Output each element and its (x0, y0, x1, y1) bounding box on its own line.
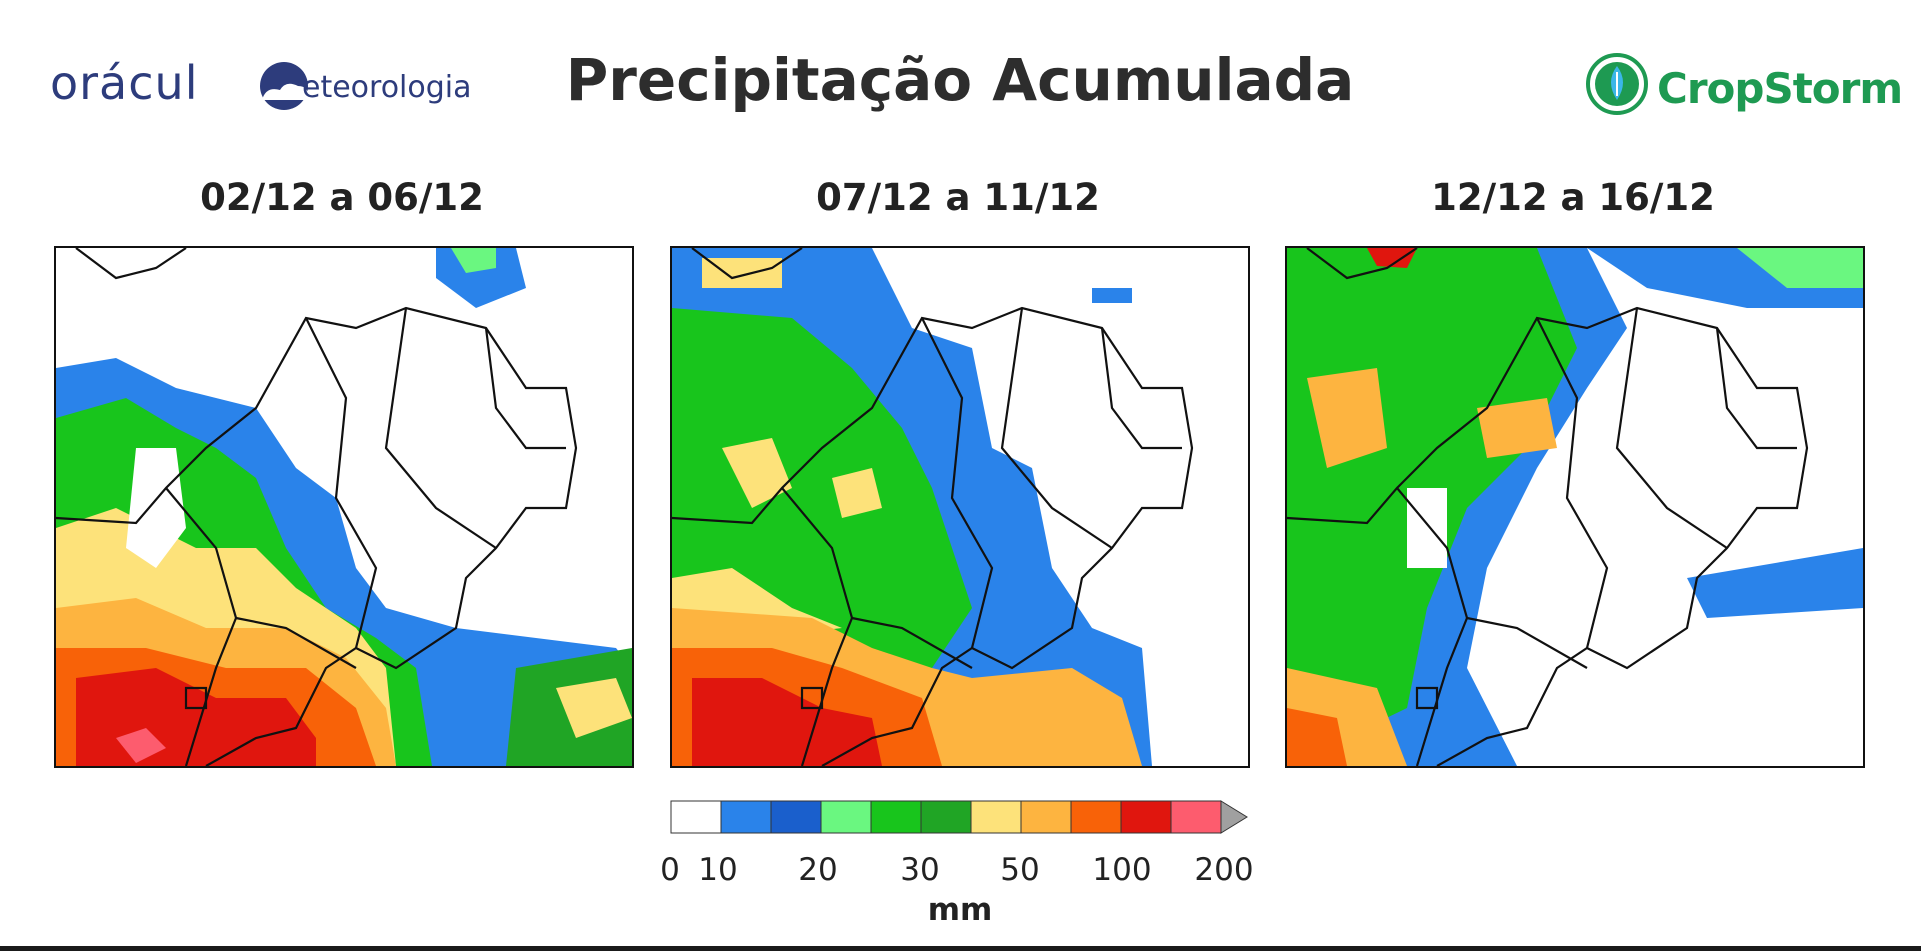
colorbar-tick-20: 20 (798, 852, 838, 888)
colorbar-swatch-100-150 (1120, 800, 1172, 834)
leaf-drop-icon (1586, 53, 1648, 115)
colorbar-swatch-20-25 (820, 800, 872, 834)
cloud-logo-icon (260, 62, 309, 110)
colorbar-tick-0: 0 (660, 852, 680, 888)
colorbar-tick-30: 30 (900, 852, 940, 888)
colorbar-tick-200: 200 (1194, 852, 1254, 888)
colorbar-swatch-15-20 (770, 800, 822, 834)
cropstorm-logo: CropStorm (1585, 52, 1903, 122)
colorbar-legend: 0 10 20 30 50 100 200 mm (660, 800, 1254, 940)
colorbar-swatch-30-40 (920, 800, 972, 834)
precip-field (56, 248, 632, 766)
colorbar-tick-10: 10 (698, 852, 738, 888)
colorbar-swatches (670, 800, 1248, 834)
logo-text-oraculo: orácul (50, 56, 199, 110)
panel-1-title: 02/12 a 06/12 (200, 176, 484, 219)
state-borders (672, 248, 1194, 766)
logo-text-meteorologia: eteorologia (302, 70, 472, 105)
map-panel-1 (54, 246, 634, 768)
colorbar-swatch-50-75 (1020, 800, 1072, 834)
colorbar-overflow-arrow (1220, 800, 1248, 834)
map-panel-2 (670, 246, 1250, 768)
map-panel-3 (1285, 246, 1865, 768)
colorbar-swatch-40-50 (970, 800, 1022, 834)
colorbar-tick-50: 50 (1000, 852, 1040, 888)
state-borders (1287, 248, 1809, 766)
colorbar-tick-100: 100 (1092, 852, 1152, 888)
panel-2-title: 07/12 a 11/12 (816, 176, 1100, 219)
colorbar-swatch-75-100 (1070, 800, 1122, 834)
panel-3-title: 12/12 a 16/12 (1431, 176, 1715, 219)
logo-text-cropstorm: CropStorm (1657, 64, 1903, 113)
colorbar-swatch-25-30 (870, 800, 922, 834)
colorbar-swatch-0-10 (670, 800, 722, 834)
precip-field (672, 248, 1152, 766)
colorbar-unit: mm (927, 892, 993, 928)
page-title: Precipitação Acumulada (565, 46, 1355, 114)
oraculo-logo: orácul eteorologia (50, 50, 472, 120)
colorbar-swatch-150-200 (1170, 800, 1222, 834)
colorbar-swatch-10-15 (720, 800, 772, 834)
bottom-rule (0, 946, 1921, 951)
state-borders (56, 248, 578, 766)
